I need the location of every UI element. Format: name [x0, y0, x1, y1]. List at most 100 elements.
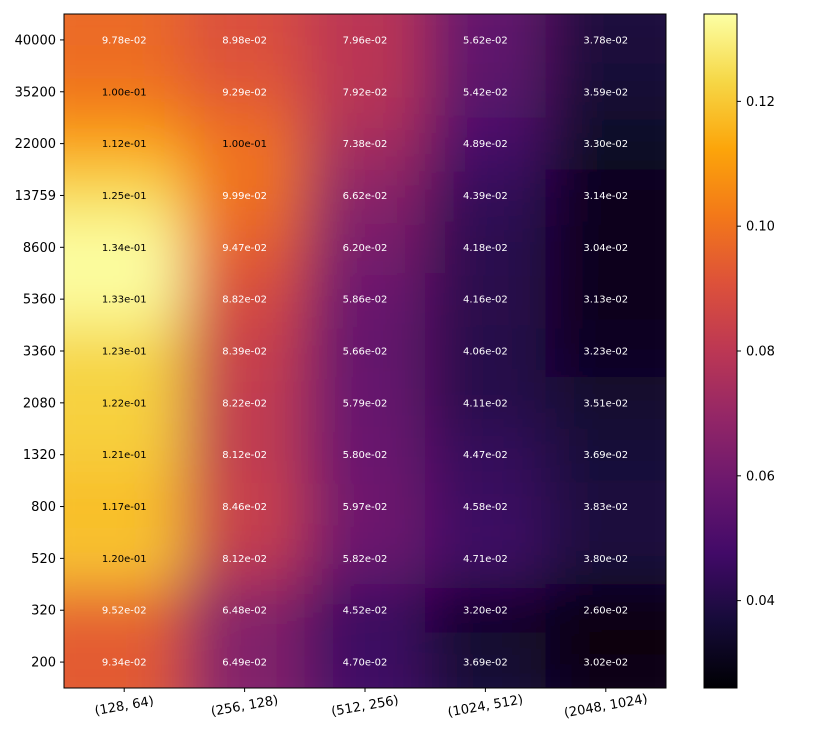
heatmap-cell — [425, 117, 547, 171]
heatmap-cell — [545, 221, 666, 274]
y-tick-label: 5360 — [23, 293, 56, 308]
cell-value-label: 9.52e-02 — [102, 606, 147, 617]
heatmap-cell — [184, 221, 306, 274]
cell-value-label: 4.16e-02 — [463, 295, 508, 306]
heatmap-cells — [64, 14, 666, 688]
heatmap-cell — [304, 376, 426, 430]
cell-value-label: 4.11e-02 — [463, 398, 508, 409]
heatmap-cell — [304, 428, 426, 482]
cell-value-label: 3.78e-02 — [583, 35, 628, 46]
y-tick-label: 200 — [31, 656, 56, 671]
cell-value-label: 1.33e-01 — [102, 295, 147, 306]
cell-value-label: 3.04e-02 — [583, 243, 628, 254]
cell-value-label: 1.34e-01 — [102, 243, 147, 254]
heatmap-cell — [64, 14, 185, 67]
y-axis: 40000 35200 22000 13759 8600 5360 3360 2080 1320… — [15, 33, 64, 671]
y-tick-label: 35200 — [15, 85, 56, 100]
cell-value-label: 6.20e-02 — [343, 243, 388, 254]
heatmap-cell — [545, 117, 666, 171]
y-tick-label: 2080 — [23, 396, 56, 411]
y-tick-label: 1320 — [23, 448, 56, 463]
cell-value-label: 3.23e-02 — [583, 347, 628, 358]
cell-value-label: 9.78e-02 — [102, 35, 147, 46]
heatmap-cell — [545, 480, 666, 533]
heatmap-cell — [64, 117, 185, 171]
heatmap-cell — [545, 636, 666, 688]
cell-value-label: 1.25e-01 — [102, 191, 147, 202]
heatmap-cell — [304, 169, 426, 222]
cell-value-label: 3.83e-02 — [583, 502, 628, 513]
heatmap-cell — [425, 273, 547, 326]
heatmap-cell — [425, 480, 547, 533]
heatmap-cell — [64, 584, 185, 637]
cell-value-label: 4.89e-02 — [463, 139, 508, 150]
heatmap-cell — [425, 428, 547, 482]
x-tick-label: (256, 128) — [210, 693, 280, 720]
x-axis: (128, 64) (256, 128) (512, 256) (1024, 512)… — [94, 688, 649, 721]
heatmap-cell — [304, 221, 426, 274]
cell-value-label: 7.96e-02 — [343, 35, 388, 46]
heatmap-cell — [184, 376, 306, 430]
y-tick-label: 22000 — [15, 137, 56, 152]
cell-value-label: 3.69e-02 — [583, 450, 628, 461]
heatmap-cell — [545, 325, 666, 378]
cell-value-label: 6.49e-02 — [222, 658, 267, 669]
cell-value-label: 9.47e-02 — [222, 243, 267, 254]
colorbar-gradient — [704, 14, 737, 688]
cell-value-label: 1.12e-01 — [102, 139, 147, 150]
heatmap-cell — [64, 325, 185, 378]
cell-value-label: 3.80e-02 — [583, 554, 628, 565]
cell-value-label: 8.39e-02 — [222, 347, 267, 358]
cell-value-label: 1.22e-01 — [102, 398, 147, 409]
cell-value-label: 4.52e-02 — [343, 606, 388, 617]
cell-value-label: 4.71e-02 — [463, 554, 508, 565]
heatmap-cell — [545, 169, 666, 222]
heatmap-cell — [64, 65, 185, 119]
cell-value-label: 1.00e-01 — [102, 87, 147, 98]
cell-value-label: 8.12e-02 — [222, 554, 267, 565]
heatmap-cell — [545, 532, 666, 585]
heatmap-cell — [545, 273, 666, 326]
cell-value-label: 6.62e-02 — [343, 191, 388, 202]
heatmap-cell — [184, 273, 306, 326]
cell-value-label: 8.98e-02 — [222, 35, 267, 46]
heatmap-cell — [545, 428, 666, 482]
cell-value-label: 1.21e-01 — [102, 450, 147, 461]
heatmap-cell — [64, 532, 185, 585]
heatmap-cell — [304, 532, 426, 585]
heatmap-cell — [184, 14, 306, 67]
cell-labels: 9.78e-02 8.98e-02 7.96e-02 5.62e-02 3.78e-02… — [102, 35, 628, 668]
cell-value-label: 7.38e-02 — [343, 139, 388, 150]
cell-value-label: 5.82e-02 — [343, 554, 388, 565]
y-tick-label: 800 — [31, 500, 56, 515]
cell-value-label: 5.80e-02 — [343, 450, 388, 461]
heatmap-cell — [304, 636, 426, 688]
heatmap-cell — [304, 273, 426, 326]
cell-value-label: 5.86e-02 — [343, 295, 388, 306]
y-tick-label: 520 — [31, 552, 56, 567]
cell-value-label: 5.42e-02 — [463, 87, 508, 98]
heatmap-cell — [304, 584, 426, 637]
heatmap-cell — [304, 117, 426, 171]
heatmap-cell — [425, 636, 547, 688]
heatmap-cell — [184, 169, 306, 222]
cell-value-label: 5.62e-02 — [463, 35, 508, 46]
colorbar-tick-label: 0.06 — [746, 469, 775, 484]
colorbar-tick-label: 0.08 — [746, 345, 775, 360]
cell-value-label: 4.70e-02 — [343, 658, 388, 669]
cell-value-label: 3.02e-02 — [583, 658, 628, 669]
cell-value-label: 4.47e-02 — [463, 450, 508, 461]
cell-value-label: 9.34e-02 — [102, 658, 147, 669]
heatmap-cell — [184, 117, 306, 171]
plot-area — [64, 14, 666, 688]
heatmap-cell — [425, 14, 547, 67]
cell-value-label: 3.51e-02 — [583, 398, 628, 409]
cell-value-label: 3.13e-02 — [583, 295, 628, 306]
x-tick-label: (512, 256) — [330, 693, 400, 720]
cell-value-label: 6.48e-02 — [222, 606, 267, 617]
cell-value-label: 1.23e-01 — [102, 347, 147, 358]
cell-value-label: 3.30e-02 — [583, 139, 628, 150]
heatmap-cell — [64, 480, 185, 533]
heatmap-cell — [184, 584, 306, 637]
